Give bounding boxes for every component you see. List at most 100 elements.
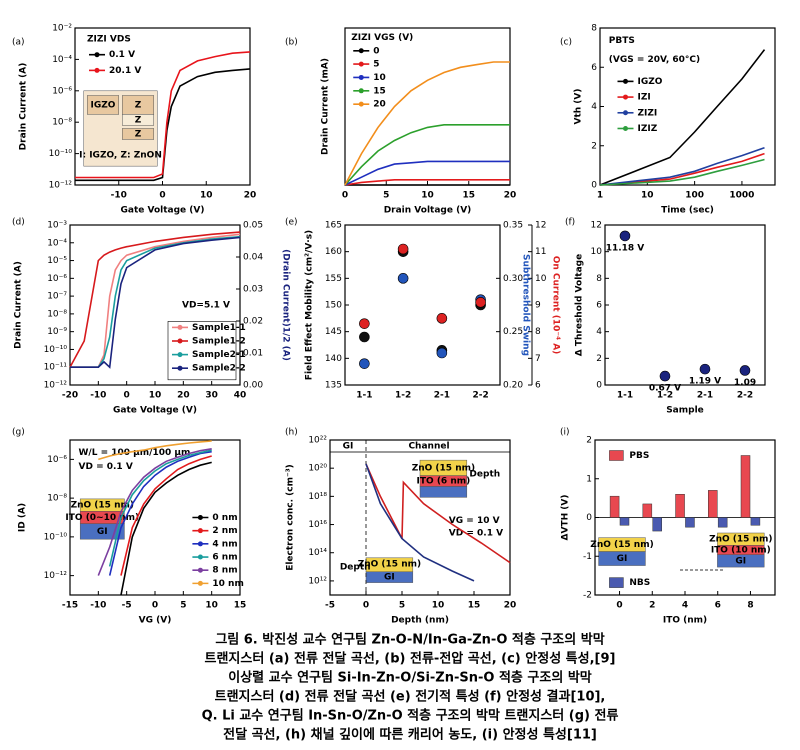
x-tick-label: 20	[504, 191, 517, 201]
annotation: VD = 0.1 V	[449, 529, 503, 539]
annotation: VD = 0.1 V	[79, 462, 133, 472]
y-tick-label: 10⁻⁸	[47, 494, 67, 504]
y-tick-label: 0.05	[243, 221, 263, 231]
legend-label: 20.1 V	[109, 66, 141, 76]
data-line	[108, 449, 212, 567]
x-tick-label: 0	[363, 601, 369, 611]
x-tick-label: 0	[616, 601, 622, 611]
legend-marker	[623, 78, 628, 84]
annotation: Channel	[408, 442, 449, 452]
annotation: I: IGZO, Z: ZnON	[79, 151, 162, 161]
data-line	[344, 179, 510, 186]
y-tick-label: 10⁻⁸	[52, 118, 72, 128]
y-axis-label: Electron conc. (cm⁻³)	[286, 464, 296, 571]
x-tick-label: 10	[421, 191, 434, 201]
bar	[740, 455, 751, 518]
x-tick-label: 20	[177, 391, 190, 401]
y-axis-label: ID (A)	[18, 503, 28, 532]
x-tick-label: 2-1	[697, 391, 713, 401]
inset-layer	[122, 114, 154, 126]
data-line	[69, 231, 241, 368]
y-tick-label: 0.30	[503, 274, 523, 284]
caption-line: 이상렬 교수 연구팀 Si-In-Zn-O/Si-Zn-Sn-O 적층 구조의 …	[228, 670, 592, 686]
y-tick-label: 145	[325, 327, 342, 337]
x-tick-label: 10	[432, 601, 445, 611]
data-line	[599, 158, 765, 186]
data-line	[365, 463, 511, 564]
y-tick-label: 0.03	[243, 285, 263, 295]
y-tick-label: 2	[586, 436, 592, 446]
legend-label: 10	[373, 73, 386, 83]
inset-layer	[87, 95, 119, 115]
y-tick-label: 10¹⁸	[308, 492, 327, 502]
x-tick-label: 1	[597, 191, 603, 201]
legend-label: Sample1-2	[192, 337, 246, 347]
y-tick-label: 10⁻¹⁰	[49, 149, 73, 159]
y-tick-label: 10¹⁴	[308, 548, 327, 558]
legend-label: 10 nm	[212, 579, 243, 589]
plot-frame	[599, 27, 776, 186]
x-tick-label: -20	[62, 391, 78, 401]
x-tick-label: 6	[715, 601, 721, 611]
legend-label: 2 nm	[212, 526, 237, 536]
y-tick-label: 0.04	[243, 253, 263, 263]
x-tick-label: 10	[205, 601, 218, 611]
y-tick-label: 10	[591, 247, 603, 257]
annotation: ITO (6 nm)	[417, 477, 471, 487]
legend-marker	[177, 338, 183, 344]
value-label: 11.18 V	[606, 243, 645, 253]
caption-line: Q. Li 교수 연구팀 In-Sn-O/Zn-O 적층 구조의 박막 트랜지스…	[202, 708, 619, 724]
x-tick-label: -10	[90, 601, 106, 611]
annotation: ZnO (15 nm)	[590, 540, 653, 550]
legend-label: NBS	[629, 578, 650, 588]
chart-subtitle: (VGS = 20V, 60°C)	[609, 55, 700, 65]
x-axis-label: Depth (nm)	[391, 616, 449, 626]
data-point	[359, 358, 370, 369]
inset-layer	[598, 551, 646, 566]
legend-marker	[177, 324, 183, 330]
data-line	[120, 461, 212, 596]
chart-title: PBTS	[609, 36, 635, 46]
y-tick-label: 12	[591, 221, 602, 231]
bar	[642, 503, 653, 518]
caption-line: 트랜지스터 (a) 전류 전달 곡선, (b) 전류-전압 곡선, (c) 안정…	[205, 651, 616, 667]
value-label: 1.09	[734, 378, 756, 388]
legend-label: 0.1 V	[109, 50, 135, 60]
x-axis-label: Drain Voltage (V)	[384, 206, 472, 216]
inset-layer	[365, 571, 414, 583]
legend-label: IZI	[638, 93, 651, 103]
y-tick-label: 10⁻¹²	[44, 381, 68, 391]
y-tick-label: 10⁻¹²	[49, 181, 73, 191]
x-tick-label: 10	[200, 191, 213, 201]
legend-label: IGZO	[638, 77, 663, 87]
y-tick-label: 8	[591, 24, 597, 34]
x-tick-label: 2-1	[434, 391, 450, 401]
y-axis-label: ΔVTH (V)	[561, 495, 571, 541]
value-label: 1.19 V	[689, 377, 721, 387]
y-tick-label: 2	[596, 354, 602, 364]
caption-line: 트랜지스터 (d) 전류 전달 곡선 (e) 전기적 특성 (f) 안정성 결과…	[215, 689, 606, 705]
x-axis-label: VG (V)	[139, 616, 172, 626]
legend-title: ZIZI VDS	[87, 34, 131, 44]
x-tick-label: 4	[682, 601, 688, 611]
annotation: ZnO (15 nm)	[358, 560, 421, 570]
bar	[609, 495, 620, 518]
legend-marker	[94, 67, 100, 73]
inset-layer	[122, 128, 154, 140]
annotation: VG = 10 V	[449, 516, 500, 526]
x-axis-label: Gate Voltage (V)	[113, 406, 197, 416]
legend-marker	[358, 48, 364, 54]
data-point	[619, 230, 631, 242]
legend-label: IZIZ	[638, 124, 658, 134]
legend-label: 5	[373, 60, 379, 70]
annotation: GI	[617, 554, 628, 564]
y-tick-label: 6	[591, 63, 597, 73]
annotation: Depth	[340, 563, 371, 573]
x-tick-label: -10	[90, 391, 106, 401]
y-tick-label: 2	[591, 141, 597, 151]
bar	[675, 494, 685, 518]
legend-label: 15	[373, 86, 386, 96]
data-point	[359, 318, 370, 329]
panel-label: (f)	[565, 218, 575, 228]
panel-label: (c)	[560, 38, 572, 48]
